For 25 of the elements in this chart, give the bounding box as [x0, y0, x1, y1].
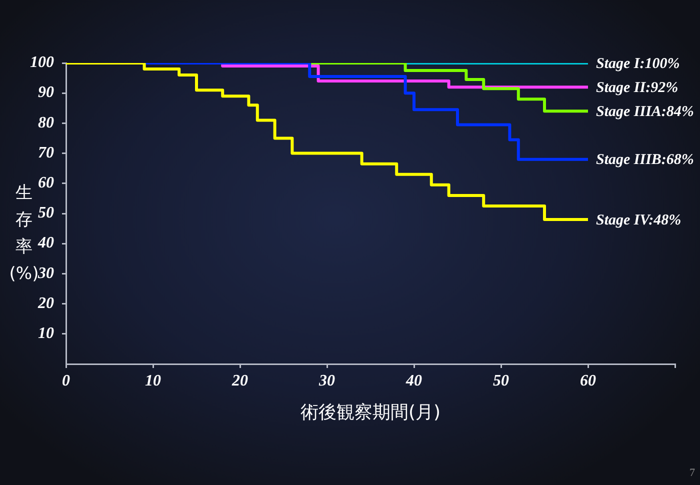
y-tick-label: 30	[37, 264, 54, 282]
x-tick-label: 20	[231, 372, 248, 390]
y-tick-label: 90	[38, 84, 54, 102]
x-axis-title: 術後観察期間(月)	[299, 401, 442, 425]
text: 7	[690, 467, 695, 479]
x-tick-label: 40	[405, 372, 422, 390]
y-tick-label: 100	[30, 54, 54, 72]
x-tick-label: 30	[318, 372, 335, 390]
series-label: Stage I:100%	[596, 56, 680, 72]
x-tick-label: 0	[62, 372, 70, 390]
y-tick-label: 40	[37, 234, 54, 252]
series-label: Stage IIIB:68%	[596, 152, 694, 168]
series-label: Stage IIIA:84%	[596, 104, 694, 120]
x-tick-label: 60	[580, 372, 596, 390]
series-label: Stage IV:48%	[596, 212, 682, 228]
y-tick-label: 10	[38, 325, 54, 342]
y-axis-title: 生存率(%)	[9, 183, 39, 286]
y-tick-label: 80	[38, 114, 54, 132]
y-tick-label: 20	[37, 294, 54, 312]
y-tick-label: 60	[38, 174, 54, 192]
y-tick-label: 50	[38, 204, 54, 222]
x-tick-label: 50	[493, 372, 509, 390]
series-label: Stage II:92%	[596, 80, 678, 96]
x-tick-label: 10	[145, 372, 161, 390]
y-tick-label: 70	[38, 144, 54, 162]
